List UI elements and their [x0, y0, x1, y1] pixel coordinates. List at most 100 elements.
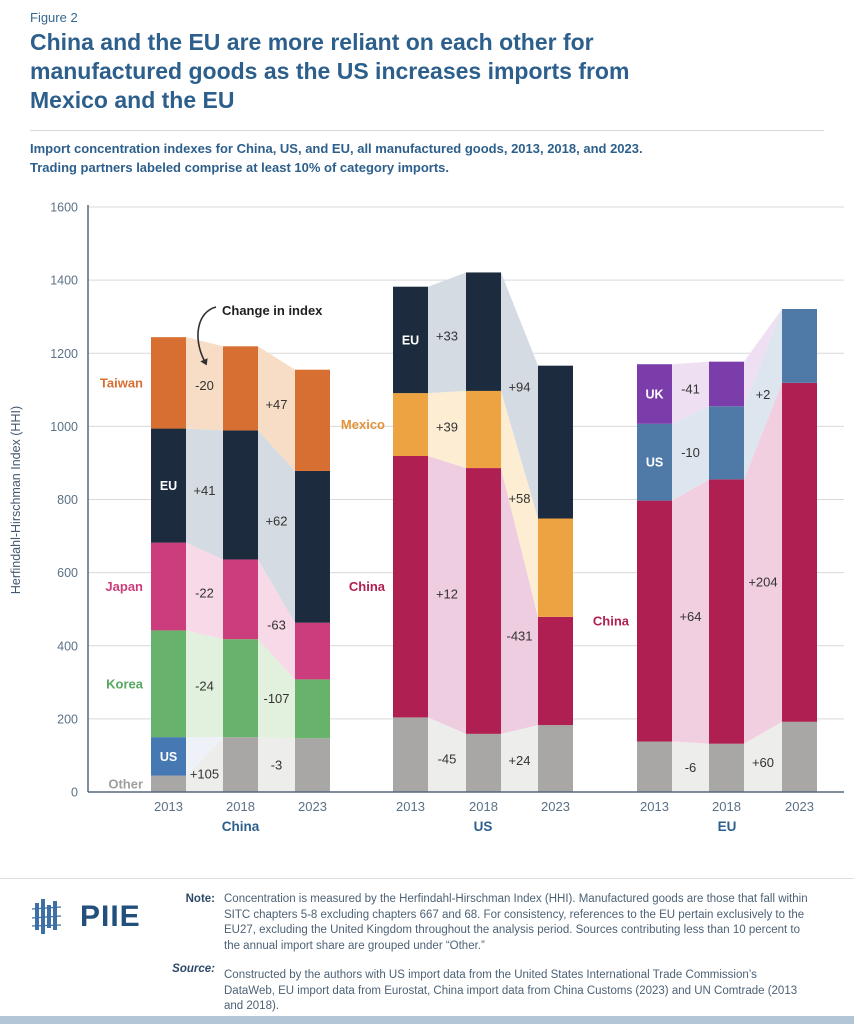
figure-number: Figure 2 — [30, 10, 78, 25]
figure-title: China and the EU are more reliant on eac… — [30, 29, 630, 113]
flow-band — [744, 721, 782, 792]
y-tick-label: 200 — [57, 712, 78, 726]
segment-label-us: US — [646, 456, 663, 470]
flow-band — [186, 737, 223, 792]
bar-segment-us-2013-mexico — [393, 393, 428, 456]
flow-band — [428, 455, 466, 734]
bar-segment-us-2023-mexico — [538, 518, 573, 617]
y-tick-label: 600 — [57, 566, 78, 580]
flow-band — [501, 272, 538, 519]
bar-segment-eu-2013-uk — [637, 364, 672, 424]
change-label: +39 — [436, 420, 458, 435]
x-year-label: 2018 — [712, 799, 741, 814]
x-year-label: 2013 — [640, 799, 669, 814]
bar-segment-china-2018-taiwan — [223, 346, 258, 431]
segment-label-other: Other — [108, 776, 143, 791]
bar-segment-us-2018-china — [466, 468, 501, 734]
bar-segment-china-2023-other — [295, 738, 330, 792]
y-tick-label: 800 — [57, 493, 78, 507]
change-label: +64 — [679, 609, 701, 624]
bar-segment-china-2023-japan — [295, 622, 330, 680]
bar-segment-us-2023-china — [538, 616, 573, 726]
segment-label-mexico: Mexico — [341, 417, 385, 432]
change-label: -63 — [267, 618, 286, 633]
flow-band — [258, 639, 295, 739]
change-label: +58 — [508, 491, 530, 506]
bar-segment-china-2013-us — [151, 737, 186, 776]
flow-band — [501, 468, 538, 734]
bar-segment-china-2013-japan — [151, 542, 186, 631]
change-label: +33 — [436, 328, 458, 343]
flow-band — [744, 309, 782, 480]
segment-label-japan: Japan — [105, 579, 143, 594]
hhi-stacked-bar-chart: 0 200 400 600 800 1000 1200 1400 1600 Herfindahl-… — [0, 195, 854, 860]
footer-divider — [0, 878, 854, 879]
change-label: -431 — [506, 628, 532, 643]
flow-band — [186, 428, 223, 560]
piie-logo-icon — [31, 899, 62, 934]
y-tick-label: 1000 — [50, 420, 78, 434]
group-label-us: US — [474, 819, 493, 834]
bar-segment-china-2023-eu — [295, 470, 330, 623]
group-label-eu: EU — [718, 819, 737, 834]
change-label: -107 — [263, 691, 289, 706]
change-label: +62 — [265, 513, 287, 528]
flow-band — [186, 630, 223, 738]
change-label: +47 — [265, 397, 287, 412]
bar-segment-eu-2013-other — [637, 741, 672, 792]
y-tick-label: 400 — [57, 639, 78, 653]
bar-segment-us-2018-eu — [466, 272, 501, 391]
annotation-change-in-index: Change in index — [222, 303, 323, 318]
bar-segment-us-2023-other — [538, 725, 573, 792]
segment-label-us: US — [160, 750, 177, 764]
flow-band — [744, 382, 782, 744]
bar-segment-eu-2023-us — [782, 309, 817, 383]
bar-segment-eu-2018-china — [709, 479, 744, 744]
change-label: +24 — [508, 753, 530, 768]
flow-band — [258, 737, 295, 792]
bar-segment-eu-2018-us — [709, 406, 744, 480]
x-year-label: 2013 — [154, 799, 183, 814]
x-year-label: 2023 — [298, 799, 327, 814]
source-text: Constructed by the authors with US impor… — [224, 969, 798, 1012]
footnotes: Note: Concentration is measured by the H… — [160, 892, 824, 1015]
flow-band — [186, 542, 223, 640]
bottom-accent-strip — [0, 1016, 854, 1024]
change-label: +2 — [756, 387, 771, 402]
source-label: Source: — [172, 963, 215, 975]
flow-band — [258, 430, 295, 623]
bar-segment-china-2013-taiwan — [151, 337, 186, 429]
title-divider — [30, 130, 824, 131]
flow-band — [501, 725, 538, 792]
figure-subtitle: Import concentration indexes for China, … — [30, 141, 643, 175]
change-label: -41 — [681, 381, 700, 396]
bar-segment-eu-2013-us — [637, 423, 672, 501]
flow-band — [186, 337, 223, 431]
bar-segment-eu-2023-other — [782, 721, 817, 792]
bar-segment-china-2018-eu — [223, 430, 258, 560]
x-year-label: 2013 — [396, 799, 425, 814]
segment-label-eu: EU — [402, 333, 419, 347]
segment-label-china: China — [349, 579, 386, 594]
note-label: Note: — [185, 893, 215, 905]
x-year-label: 2018 — [469, 799, 498, 814]
y-axis-title: Herfindahl-Hirschman Index (HHI) — [9, 406, 23, 594]
group-label-china: China — [222, 819, 260, 834]
bar-segment-eu-2023-china — [782, 382, 817, 722]
annotation-arrowhead — [200, 358, 208, 366]
flow-band — [501, 390, 538, 617]
bar-segment-china-2018-korea — [223, 639, 258, 738]
y-tick-label: 1200 — [50, 347, 78, 361]
x-year-label: 2018 — [226, 799, 255, 814]
segment-label-uk: UK — [645, 388, 663, 402]
bar-segment-china-2018-other — [223, 737, 258, 792]
flow-band — [428, 390, 466, 469]
x-year-label: 2023 — [785, 799, 814, 814]
chart-svg: 0 200 400 600 800 1000 1200 1400 1600 Herfindahl-… — [9, 201, 844, 834]
bar-segment-us-2023-eu — [538, 365, 573, 519]
flow-band — [672, 361, 709, 424]
note-text: Concentration is measured by the Herfind… — [224, 893, 808, 952]
flow-band — [258, 559, 295, 680]
bar-segment-china-2013-eu — [151, 428, 186, 543]
bar-segment-us-2013-china — [393, 455, 428, 718]
